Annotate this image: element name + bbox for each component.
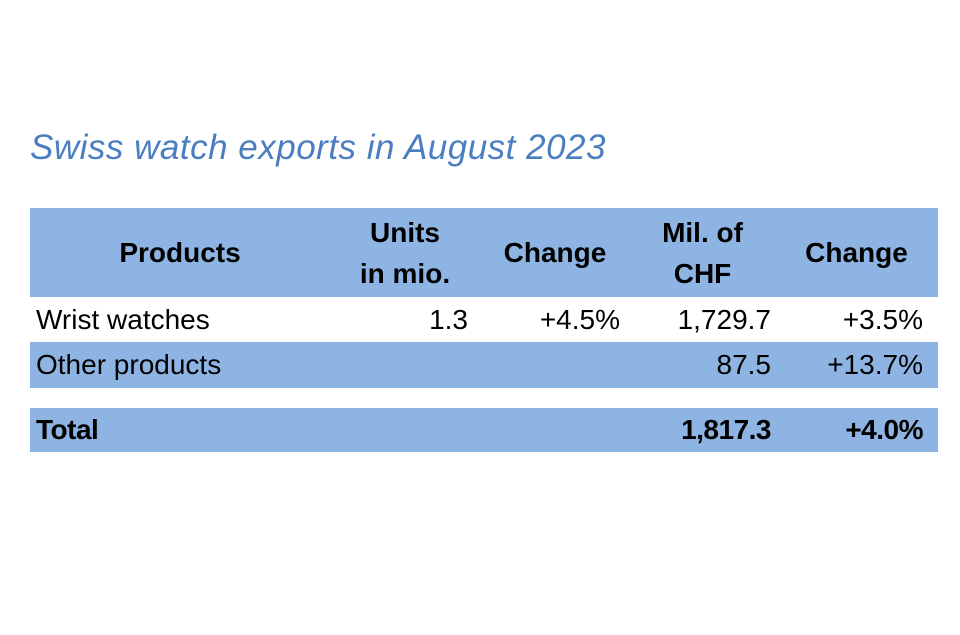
column-header-products: Products [30, 208, 330, 297]
units-change-cell [480, 342, 630, 388]
chf-change-cell: +3.5% [842, 303, 923, 335]
column-header-chf-change: Change [775, 208, 938, 297]
page-title: Swiss watch exports in August 2023 [30, 128, 606, 167]
header-line: Products [119, 237, 241, 268]
header-line: in mio. [359, 257, 451, 289]
chf-change-cell: +13.7% [827, 349, 923, 380]
header-line: Change [805, 237, 908, 268]
exports-table: Products Units in mio. Change Mil. of CH… [30, 208, 938, 452]
column-header-units-change: Change [480, 208, 630, 297]
column-header-units: Units in mio. [330, 208, 480, 297]
product-cell: Other products [36, 349, 222, 380]
header-line: Units [370, 216, 440, 248]
total-chf-change-cell: +4.0% [845, 414, 923, 445]
chf-cell: 1,729.7 [677, 303, 771, 335]
total-units-cell [330, 408, 480, 452]
table-total-row: Total 1,817.3 +4.0% [30, 408, 938, 452]
product-cell: Wrist watches [36, 303, 210, 335]
table-row-other-products: Other products 87.5 +13.7% [30, 342, 938, 388]
units-cell [330, 342, 480, 388]
header-line: Mil. of [662, 216, 743, 248]
table-spacer [30, 388, 938, 408]
total-label-cell: Total [36, 414, 99, 445]
total-units-change-cell [480, 408, 630, 452]
column-header-chf: Mil. of CHF [630, 208, 775, 297]
table-header-row: Products Units in mio. Change Mil. of CH… [30, 208, 938, 297]
total-chf-cell: 1,817.3 [681, 414, 771, 445]
header-line: Change [503, 237, 607, 268]
units-cell: 1.3 [429, 303, 468, 335]
header-line: CHF [673, 257, 732, 289]
chf-cell: 87.5 [716, 349, 772, 380]
table-row-wrist-watches: Wrist watches 1.3 +4.5% 1,729.7 +3.5% [30, 297, 938, 342]
units-change-cell: +4.5% [539, 303, 620, 335]
